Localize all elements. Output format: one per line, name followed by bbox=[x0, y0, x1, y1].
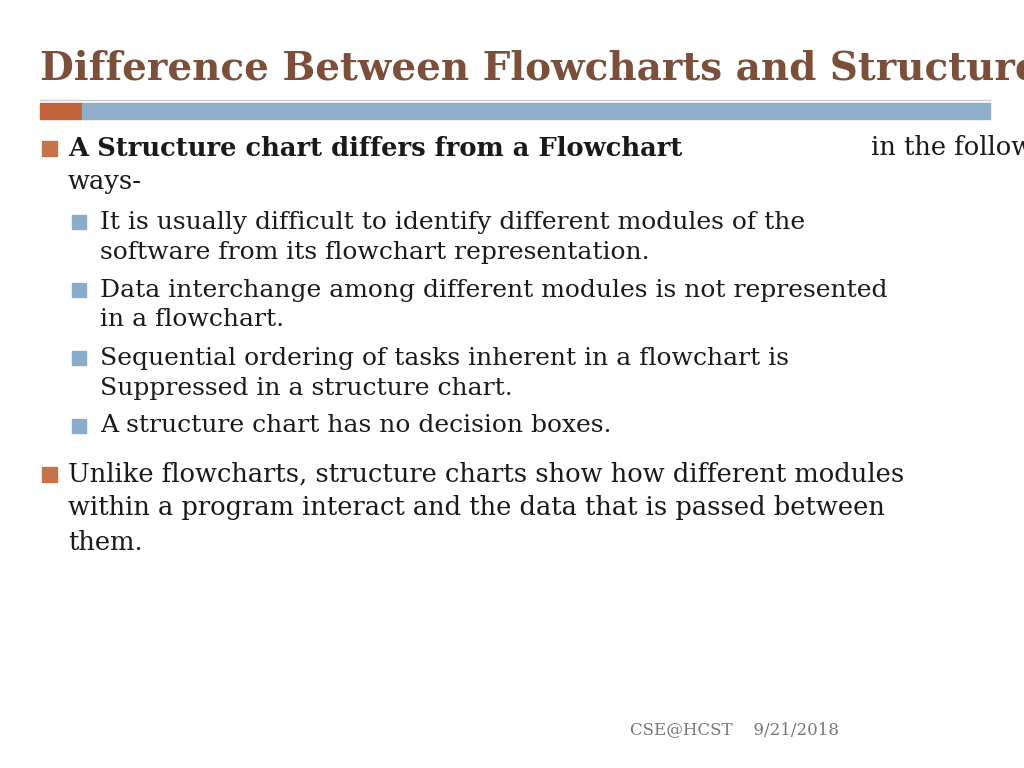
Bar bbox=[72, 419, 86, 433]
Text: Unlike flowcharts, structure charts show how different modules: Unlike flowcharts, structure charts show… bbox=[68, 462, 904, 486]
Text: CSE@HCST    9/21/2018: CSE@HCST 9/21/2018 bbox=[630, 721, 839, 739]
Text: Sequential ordering of tasks inherent in a flowchart is: Sequential ordering of tasks inherent in… bbox=[100, 346, 790, 369]
Bar bbox=[72, 215, 86, 229]
Bar bbox=[72, 351, 86, 365]
Text: them.: them. bbox=[68, 529, 142, 554]
Bar bbox=[82, 103, 990, 119]
Bar bbox=[42, 466, 57, 482]
Bar bbox=[72, 283, 86, 297]
Bar bbox=[42, 141, 57, 155]
Text: software from its flowchart representation.: software from its flowchart representati… bbox=[100, 240, 649, 263]
Text: A structure chart has no decision boxes.: A structure chart has no decision boxes. bbox=[100, 415, 611, 438]
Text: in a flowchart.: in a flowchart. bbox=[100, 309, 284, 332]
Bar bbox=[40, 103, 82, 119]
Text: It is usually difficult to identify different modules of the: It is usually difficult to identify diff… bbox=[100, 210, 805, 233]
Text: Difference Between Flowcharts and Structure Charts: Difference Between Flowcharts and Struct… bbox=[40, 50, 1024, 88]
Text: within a program interact and the data that is passed between: within a program interact and the data t… bbox=[68, 495, 885, 521]
Text: ways-: ways- bbox=[68, 170, 142, 194]
Text: in the following: in the following bbox=[863, 135, 1024, 161]
Text: Suppressed in a structure chart.: Suppressed in a structure chart. bbox=[100, 376, 513, 399]
Text: A Structure chart differs from a Flowchart: A Structure chart differs from a Flowcha… bbox=[68, 135, 682, 161]
Text: Data interchange among different modules is not represented: Data interchange among different modules… bbox=[100, 279, 888, 302]
